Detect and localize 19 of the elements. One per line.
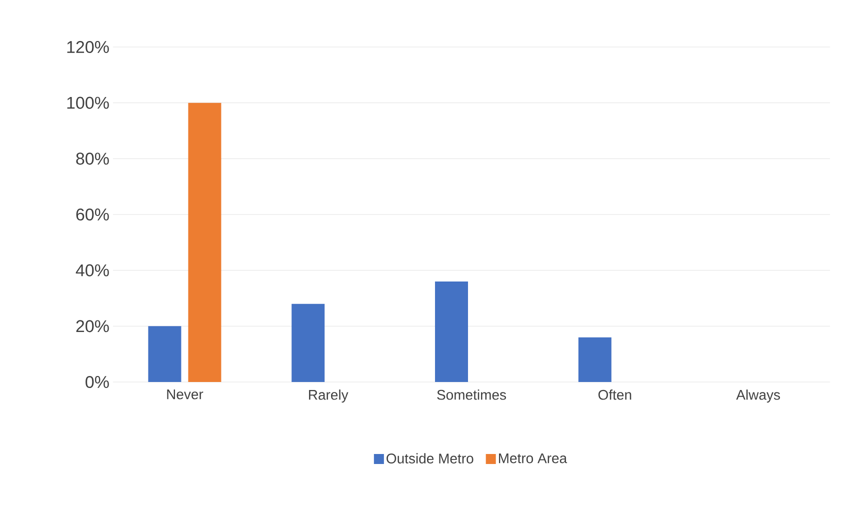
- y-tick-label: 40%: [76, 264, 109, 276]
- bar: [148, 326, 182, 382]
- y-tick-label: 80%: [76, 152, 109, 165]
- y-tick-label: 120%: [67, 40, 109, 54]
- legend-label: Metro Area: [498, 453, 568, 464]
- x-tick-label: Never: [167, 390, 204, 400]
- x-tick-label: Sometimes: [437, 390, 506, 400]
- y-tick-label: 0%: [86, 376, 109, 388]
- bar: [578, 337, 612, 382]
- y-tick-label: 60%: [76, 208, 109, 221]
- legend-label: Outside Metro: [386, 453, 474, 464]
- bar: [292, 304, 325, 382]
- bar: [188, 102, 222, 382]
- x-tick-label: Rarely: [309, 390, 348, 403]
- y-tick-label: 20%: [76, 320, 109, 332]
- bar: [435, 282, 468, 382]
- y-tick-label: 100%: [67, 96, 109, 109]
- x-tick-label: Often: [598, 390, 632, 400]
- x-tick-label: Always: [736, 390, 780, 403]
